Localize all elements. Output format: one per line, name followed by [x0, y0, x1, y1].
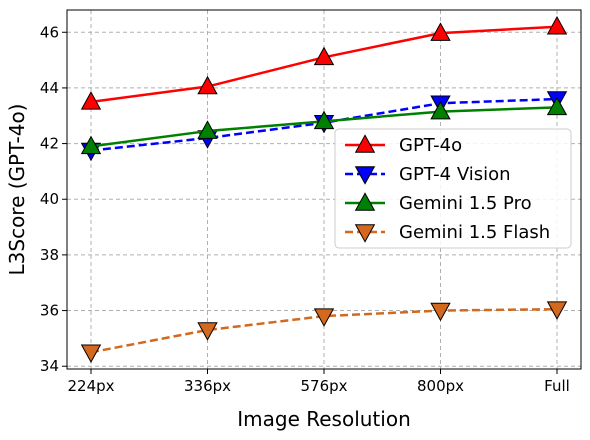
- x-tick-label: Full: [544, 377, 570, 395]
- legend: GPT-4o GPT-4 Vision Gemini 1.5 Pro Gemini 1…: [335, 129, 571, 248]
- y-tick-label: 42: [40, 135, 59, 153]
- legend-label: Gemini 1.5 Flash: [399, 222, 550, 243]
- x-tick-label: 224px: [67, 377, 114, 395]
- y-tick-label: 38: [40, 246, 59, 264]
- x-tick-label: 576px: [300, 377, 347, 395]
- legend-label: GPT-4 Vision: [399, 164, 511, 185]
- x-axis-title: Image Resolution: [237, 407, 411, 431]
- legend-label: GPT-4o: [399, 135, 462, 156]
- data-point: [548, 17, 567, 34]
- y-tick-label: 36: [40, 302, 59, 320]
- y-axis-title: L3Score (GPT-4o): [5, 104, 29, 276]
- y-axis: 34 36 38 40 42 44 46: [40, 23, 67, 375]
- x-tick-label: 800px: [417, 377, 464, 395]
- x-axis: 224px 336px 576px 800px Full: [67, 369, 569, 395]
- x-tick-label: 336px: [184, 377, 231, 395]
- y-tick-label: 44: [40, 79, 59, 97]
- y-tick-label: 46: [40, 23, 59, 41]
- y-tick-label: 40: [40, 190, 59, 208]
- legend-label: Gemini 1.5 Pro: [399, 193, 532, 214]
- data-point: [82, 345, 101, 362]
- data-point: [431, 303, 450, 320]
- y-tick-label: 34: [40, 357, 59, 375]
